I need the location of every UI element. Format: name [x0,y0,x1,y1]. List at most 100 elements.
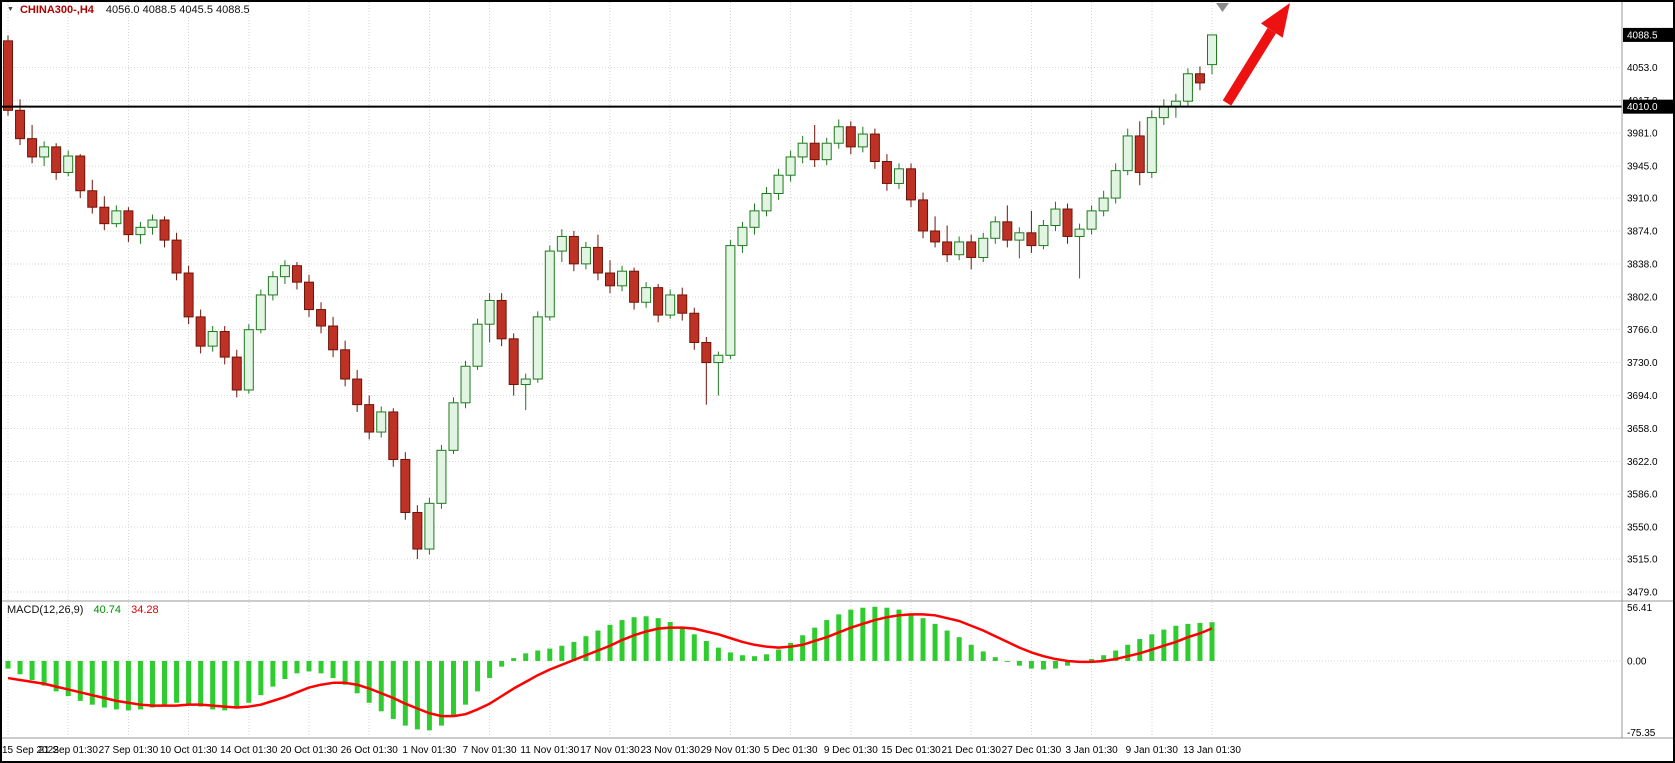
candle [677,287,688,321]
candle [918,192,929,239]
candle [930,216,941,248]
symbol-timeframe-label: CHINA300-,H4 [19,4,94,16]
candle [821,137,832,166]
candle [785,150,796,182]
candle [39,141,50,167]
candle [881,154,892,191]
candle [195,309,206,354]
candle [857,126,868,153]
svg-text:0.00: 0.00 [1627,656,1647,667]
candle [1026,210,1037,253]
macd-value: 40.74 [93,604,122,616]
candle [484,293,495,343]
svg-text:3945.0: 3945.0 [1627,162,1658,173]
candle [737,221,748,253]
candle [1062,203,1073,244]
candle [219,326,230,365]
candle [869,128,880,169]
candle [496,293,507,347]
svg-text:1 Nov 01:30: 1 Nov 01:30 [402,745,456,756]
candle [954,236,965,261]
svg-text:3766.0: 3766.0 [1627,325,1658,336]
svg-text:21 Dec 01:30: 21 Dec 01:30 [941,745,1001,756]
candle [183,265,194,325]
svg-text:11 Nov 01:30: 11 Nov 01:30 [520,745,579,756]
svg-text:14 Oct 01:30: 14 Oct 01:30 [220,745,278,756]
candle [713,351,724,396]
svg-text:27 Dec 01:30: 27 Dec 01:30 [1002,745,1062,756]
svg-text:17 Nov 01:30: 17 Nov 01:30 [580,745,640,756]
trend-arrow[interactable] [1222,3,1290,106]
svg-text:3658.0: 3658.0 [1627,424,1658,435]
candle [653,283,664,323]
svg-text:27 Sep 01:30: 27 Sep 01:30 [99,745,159,756]
macd-signal-value: 34.28 [131,604,159,616]
candle [809,124,820,167]
svg-text:10 Oct 01:30: 10 Oct 01:30 [160,745,218,756]
candle [159,216,170,248]
candle [1158,99,1169,125]
candle [797,135,808,164]
svg-text:7 Nov 01:30: 7 Nov 01:30 [463,745,517,756]
svg-text:3874.0: 3874.0 [1627,226,1658,237]
candle [400,452,411,520]
candles [3,34,1217,560]
candle [749,203,760,235]
svg-text:21 Sep 01:30: 21 Sep 01:30 [38,745,98,756]
candle [111,205,122,228]
candle [568,230,579,272]
price-axis: 4053.04017.03981.03945.03910.03874.03838… [1623,27,1673,739]
candle [63,150,74,177]
candle [1134,121,1145,186]
candle [833,119,844,149]
svg-text:3622.0: 3622.0 [1627,457,1658,468]
candle [1086,205,1097,235]
candle [412,505,423,560]
candle [580,241,591,270]
candle [605,260,615,294]
candle [424,497,435,555]
chart-shift-marker-icon[interactable] [1216,3,1229,12]
candle [520,373,531,411]
macd-signal-line [7,613,1213,718]
svg-text:3586.0: 3586.0 [1627,490,1658,501]
candle [279,260,290,284]
candle [1002,205,1013,248]
candle [364,395,375,440]
candle [340,340,351,387]
candle [1038,220,1049,250]
svg-text:5 Dec 01:30: 5 Dec 01:30 [764,745,818,756]
svg-text:9 Jan 01:30: 9 Jan 01:30 [1126,745,1179,756]
svg-text:20 Oct 01:30: 20 Oct 01:30 [280,745,338,756]
candle [893,163,904,189]
candle [460,360,471,409]
candle [629,267,640,310]
macd-indicator-label: MACD(12,26,9) 40.74 34.28 [7,604,159,616]
candle [966,234,977,270]
candle [27,124,38,164]
candle [845,121,856,155]
candle [75,154,86,199]
candle [990,216,1001,244]
svg-text:3694.0: 3694.0 [1627,391,1658,402]
candle [255,289,266,334]
candle [592,234,603,281]
svg-text:29 Nov 01:30: 29 Nov 01:30 [701,745,761,756]
candle [472,318,483,370]
ohlc-values: 4056.0 4088.5 4045.5 4088.5 [105,4,250,16]
candle [123,207,134,242]
candle [689,307,700,350]
svg-text:3910.0: 3910.0 [1627,194,1658,205]
hline-price-badge: 4010.0 [1623,99,1673,114]
candle [1050,201,1061,231]
candle [291,262,302,290]
candle [436,444,447,509]
candle [231,349,242,398]
symbol-dropdown-icon[interactable]: ▼ [7,6,14,13]
macd-name: MACD(12,26,9) [7,604,84,616]
candle [243,324,254,394]
candle [304,274,314,317]
